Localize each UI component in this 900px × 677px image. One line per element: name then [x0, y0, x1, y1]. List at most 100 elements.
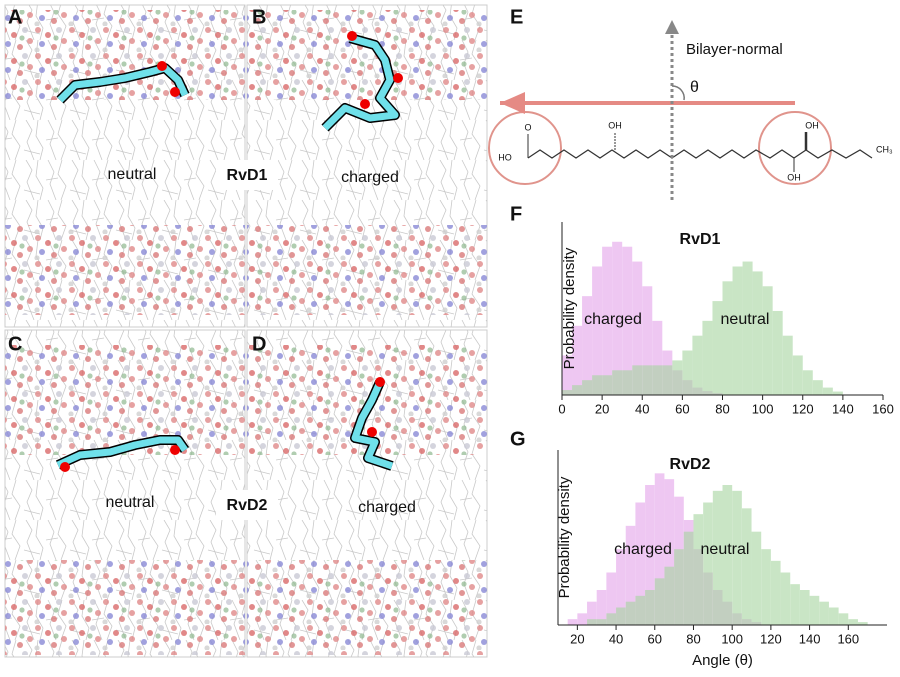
bar [606, 613, 617, 625]
snapshot-c [4, 329, 246, 658]
bar [664, 479, 675, 625]
bar [732, 490, 742, 625]
bar [812, 380, 823, 395]
bar [577, 613, 588, 625]
bar [602, 246, 613, 395]
structure: O HO OH OH OH CH₃ Bilayer-normal θ [488, 20, 893, 200]
bar [693, 514, 704, 625]
x-tick-label: 100 [752, 401, 774, 416]
atom-label: OH [805, 120, 819, 130]
bar [857, 622, 868, 625]
chart-title: RvD2 [670, 456, 711, 473]
state-label: neutral [108, 166, 157, 183]
bar [742, 261, 753, 395]
bar [732, 266, 743, 395]
x-tick-label: 140 [799, 631, 821, 646]
state-label: charged [358, 499, 416, 516]
bar [632, 261, 643, 395]
bar [838, 613, 849, 625]
bar [672, 360, 683, 395]
bar [662, 365, 673, 395]
bar [645, 590, 655, 625]
bar [616, 607, 626, 625]
bar [799, 590, 810, 625]
bar [792, 355, 803, 395]
series-label: charged [614, 541, 672, 558]
bar [642, 365, 653, 395]
snapshot-d [246, 329, 488, 658]
bar [616, 549, 626, 625]
panel-label: C [8, 333, 22, 355]
series [587, 485, 868, 625]
panel-label: B [252, 6, 266, 28]
bar [632, 365, 643, 395]
snapshot-b [246, 4, 488, 328]
series-label: neutral [721, 311, 770, 328]
bar [645, 485, 655, 625]
bar [722, 485, 733, 625]
molecule-label: RvD2 [227, 497, 268, 514]
panel-label: D [252, 333, 266, 355]
bar [572, 325, 583, 395]
atom-label: CH₃ [876, 144, 893, 154]
x-tick-label: 140 [832, 401, 854, 416]
bar [567, 619, 578, 625]
bar [596, 619, 607, 625]
bar [592, 266, 603, 395]
x-tick-label: 60 [648, 631, 662, 646]
bar [587, 619, 597, 625]
bar [596, 590, 607, 625]
x-tick-label: 40 [609, 631, 623, 646]
bar [790, 584, 800, 625]
bar [612, 241, 623, 395]
axis-label: Bilayer-normal [686, 41, 783, 58]
panel-label: E [510, 6, 523, 28]
bar [752, 271, 763, 395]
molecule-box [216, 160, 278, 190]
series [562, 261, 843, 395]
x-axis-label: Angle (θ) [692, 652, 753, 669]
x-tick-label: 60 [675, 401, 689, 416]
bar [741, 508, 752, 625]
bar [751, 531, 762, 625]
bar [782, 335, 793, 395]
bar [654, 578, 665, 625]
x-tick-label: 160 [872, 401, 894, 416]
bar [682, 350, 693, 395]
series-label: neutral [701, 541, 750, 558]
bar [587, 601, 597, 625]
bar [562, 355, 573, 395]
molecule-label: RvD1 [227, 167, 268, 184]
y-axis-label: Probability density [556, 476, 573, 598]
x-tick-label: 80 [715, 401, 729, 416]
bar [772, 310, 783, 395]
bar [848, 619, 858, 625]
x-tick-label: 120 [792, 401, 814, 416]
bar [809, 595, 820, 625]
x-tick-label: 160 [837, 631, 859, 646]
bar [712, 490, 723, 625]
bar [625, 601, 636, 625]
bar [642, 286, 653, 395]
bar [602, 375, 613, 395]
bar [683, 531, 694, 625]
bar [622, 370, 633, 395]
state-label: neutral [106, 494, 155, 511]
bar [802, 370, 813, 395]
series-label: charged [584, 311, 642, 328]
bar [828, 607, 839, 625]
bar [692, 335, 703, 395]
bar [762, 286, 773, 395]
y-axis-label: Probability density [561, 247, 578, 369]
bar [572, 385, 583, 395]
bar [702, 320, 713, 395]
atom-label: OH [787, 172, 801, 182]
molecule-box [216, 490, 278, 520]
bar [606, 572, 617, 625]
bar [562, 390, 573, 395]
panel-label: A [8, 6, 22, 28]
bar [635, 502, 646, 625]
bar [722, 281, 733, 395]
